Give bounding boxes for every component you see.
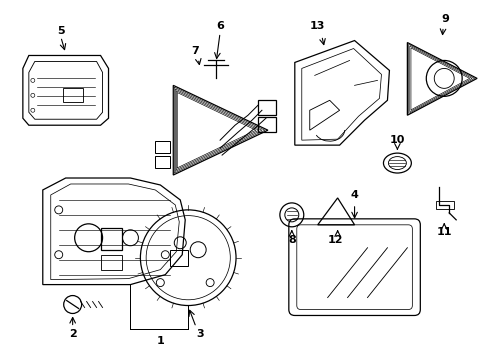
Text: 13: 13 xyxy=(309,21,325,31)
Text: 5: 5 xyxy=(57,26,64,36)
Text: 1: 1 xyxy=(156,336,164,346)
Text: 7: 7 xyxy=(191,45,199,55)
Text: 12: 12 xyxy=(327,235,343,245)
Bar xyxy=(155,156,170,168)
Text: 8: 8 xyxy=(287,235,295,245)
Bar xyxy=(62,88,82,102)
Text: 9: 9 xyxy=(440,14,448,24)
Bar xyxy=(258,117,275,132)
Text: 11: 11 xyxy=(436,227,451,237)
Text: 3: 3 xyxy=(196,329,203,339)
Bar xyxy=(155,141,170,153)
Bar xyxy=(101,255,122,270)
Text: 2: 2 xyxy=(69,329,77,339)
Text: 10: 10 xyxy=(389,135,404,145)
Bar xyxy=(170,250,188,266)
Bar xyxy=(101,228,122,250)
Bar xyxy=(435,201,453,209)
Text: 6: 6 xyxy=(216,21,224,31)
Text: 4: 4 xyxy=(350,190,358,200)
Bar xyxy=(258,100,275,115)
